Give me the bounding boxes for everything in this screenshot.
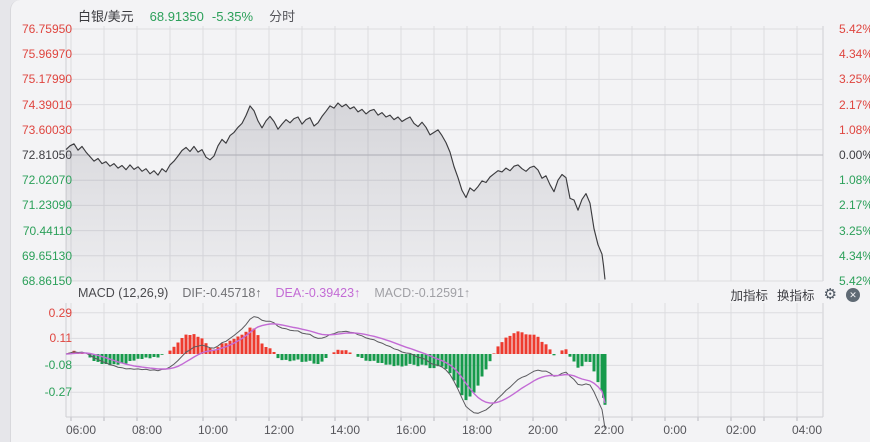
price-line bbox=[65, 102, 606, 280]
price-axis-label: 72.81050 bbox=[21, 148, 72, 162]
macd-histogram bbox=[68, 327, 607, 405]
percent-axis-label: 5.42% bbox=[839, 274, 870, 288]
macd-params-label: MACD (12,26,9) bbox=[78, 286, 169, 300]
symbol-title: 白银/美元 bbox=[78, 9, 134, 24]
time-label: 18:00 bbox=[461, 423, 493, 437]
price-axis-label: 70.44110 bbox=[22, 223, 72, 238]
time-label: 04:00 bbox=[791, 423, 823, 437]
time-label: 0:00 bbox=[663, 423, 687, 437]
dif-value: DIF:-0.45718↑ bbox=[182, 286, 262, 300]
price-area bbox=[66, 103, 605, 281]
percent-axis-label: 0.00% bbox=[839, 148, 870, 162]
percent-axis-label: 4.34% bbox=[839, 47, 870, 62]
percent-axis-label: 3.25% bbox=[839, 72, 870, 87]
time-label: 22:00 bbox=[593, 423, 625, 437]
price-axis-label: 68.86150 bbox=[21, 274, 72, 288]
quote-header: 白银/美元 68.91350 -5.35% 分时 bbox=[78, 6, 295, 25]
percent-axis-label: 5.42% bbox=[839, 22, 870, 36]
main-plot-area[interactable] bbox=[76, 26, 833, 281]
price-axis-label: 76.75950 bbox=[21, 22, 72, 36]
percent-axis-label: 1.08% bbox=[839, 122, 870, 137]
macd-axis-label: -0.08 bbox=[44, 358, 72, 373]
last-price: 68.91350 bbox=[149, 9, 204, 24]
macd-axis-label: 0.11 bbox=[49, 331, 72, 346]
time-label: 20:00 bbox=[527, 423, 559, 437]
macd-value: MACD:-0.12591↑ bbox=[374, 286, 471, 300]
price-axis-label: 75.96970 bbox=[21, 47, 72, 62]
dea-line bbox=[65, 323, 606, 404]
change-percent: -5.35% bbox=[211, 9, 254, 24]
window-edge bbox=[0, 0, 12, 442]
close-icon[interactable]: ✕ bbox=[846, 287, 860, 302]
percent-axis-label: 2.17% bbox=[839, 198, 870, 213]
add-indicator-link[interactable]: 加指标 bbox=[730, 289, 769, 303]
time-label: 06:00 bbox=[65, 423, 97, 437]
time-label: 12:00 bbox=[263, 423, 295, 437]
percent-axis-label: 3.25% bbox=[839, 223, 870, 238]
dea-value: DEA:-0.39423↑ bbox=[275, 286, 361, 300]
time-label: 10:00 bbox=[197, 423, 229, 437]
price-axis-label: 75.17990 bbox=[21, 72, 72, 87]
dif-line bbox=[65, 316, 606, 429]
price-axis-label: 69.65130 bbox=[21, 248, 72, 263]
price-axis-label: 71.23090 bbox=[21, 198, 72, 213]
macd-axis-label: -0.27 bbox=[44, 385, 72, 400]
chart-panel: 白银/美元 68.91350 -5.35% 分时 76.75950 75.9697… bbox=[10, 0, 870, 442]
switch-indicator-link[interactable]: 换指标 bbox=[777, 289, 815, 303]
price-axis-label: 74.39010 bbox=[21, 97, 72, 112]
price-axis-label: 73.60030 bbox=[21, 122, 72, 137]
macd-header: MACD (12,26,9) DIF:-0.45718↑ DEA:-0.3942… bbox=[78, 286, 470, 300]
percent-axis-label: 4.34% bbox=[839, 248, 870, 263]
settings-gear-icon[interactable]: ⚙ bbox=[823, 286, 837, 303]
time-label: 02:00 bbox=[725, 423, 757, 437]
time-label: 08:00 bbox=[131, 423, 163, 437]
indicator-toolbar: 加指标 换指标 ⚙ ✕ bbox=[731, 285, 860, 304]
percent-axis-label: 1.08% bbox=[839, 173, 870, 188]
macd-axis-label: 0.29 bbox=[48, 305, 72, 320]
macd-plot-area[interactable] bbox=[76, 303, 833, 417]
time-label: 14:00 bbox=[329, 423, 361, 437]
price-axis-label: 72.02070 bbox=[21, 173, 72, 188]
percent-axis-label: 2.17% bbox=[839, 97, 870, 112]
chart-canvas bbox=[65, 26, 824, 429]
timeframe-tab[interactable]: 分时 bbox=[269, 9, 296, 24]
time-label: 16:00 bbox=[395, 423, 427, 437]
